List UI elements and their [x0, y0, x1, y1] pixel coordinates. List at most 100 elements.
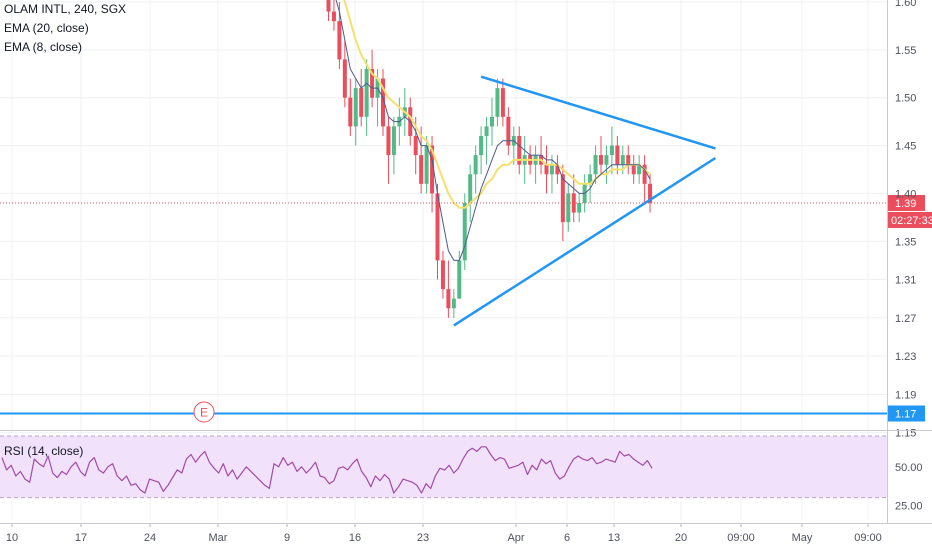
time-axis-label: 6 — [564, 532, 570, 544]
candle-body — [457, 260, 462, 299]
candle-body — [588, 174, 593, 184]
price-axis-label: 1.31 — [895, 275, 916, 287]
candle-body — [495, 88, 500, 117]
candle-body — [468, 174, 473, 203]
candle-body — [446, 289, 451, 309]
candle-body — [620, 155, 625, 165]
price-legend: OLAM INTL, 240, SGX EMA (20, close) EMA … — [4, 0, 126, 57]
candle-body — [359, 88, 364, 117]
earnings-marker-circle[interactable] — [193, 401, 215, 423]
ema-group — [335, 0, 651, 261]
time-axis-label: 09:00 — [854, 532, 882, 544]
rsi-line — [1, 446, 653, 494]
price-axis-label: 1.23 — [895, 351, 916, 363]
price-axis-label: 1.19 — [895, 389, 916, 401]
candle-body — [484, 126, 489, 136]
candle-body — [609, 145, 614, 156]
symbol-title[interactable]: OLAM INTL, 240, SGX — [4, 2, 127, 16]
rsi-panel — [0, 435, 887, 499]
candle-body — [381, 78, 385, 127]
candle-body — [342, 59, 347, 98]
candle-body — [419, 155, 424, 184]
countdown-label: 02:27:33 — [891, 215, 932, 227]
resistance-trendline[interactable] — [480, 75, 716, 150]
countdown-badge — [888, 211, 932, 228]
time-axis-label: 13 — [608, 532, 620, 544]
time-axis-label: Mar — [209, 532, 228, 544]
time-axis-label: 16 — [349, 532, 361, 544]
candle-body — [626, 155, 631, 165]
candle-body — [413, 135, 418, 156]
earnings-marker-label: E — [200, 406, 208, 420]
time-axis-label: 10 — [6, 532, 18, 544]
time-axis-label: 23 — [417, 532, 429, 544]
horizontal-level-group[interactable]: 1.17 — [0, 405, 925, 422]
candle-body — [593, 155, 598, 175]
candle-body — [451, 298, 456, 309]
candle-body — [555, 164, 560, 175]
last-price-label: 1.39 — [895, 198, 916, 210]
candle-body — [637, 164, 642, 175]
candle-body — [331, 11, 336, 22]
price-axis-label: 1.27 — [895, 313, 916, 325]
candle-body — [544, 164, 549, 175]
price-axis-label: 1.15 — [895, 428, 916, 440]
candle-body — [490, 116, 494, 127]
rsi-axis-label: 25.00 — [895, 500, 923, 512]
price-axis-label: 1.40 — [895, 188, 916, 200]
candle-body — [566, 193, 571, 223]
time-axis-label: 09:00 — [727, 532, 755, 544]
candle-body — [604, 155, 609, 165]
time-axis-label: 24 — [144, 532, 156, 544]
candle-body — [599, 155, 603, 165]
candle-body — [500, 88, 505, 117]
last-price-group: 1.39 02:27:33 — [0, 194, 932, 228]
last-price-badge — [888, 194, 925, 211]
time-axis-label: Apr — [507, 532, 524, 544]
candle-body — [430, 145, 435, 194]
price-axis-label: 1.60 — [895, 0, 916, 9]
candles-group — [326, 0, 653, 318]
horizontal-level-badge — [888, 405, 925, 422]
price-axis-label: 1.45 — [895, 141, 916, 153]
candle-body — [473, 155, 478, 175]
earnings-marker-group[interactable]: E — [193, 401, 215, 423]
ema8-legend[interactable]: EMA (8, close) — [4, 40, 83, 54]
rsi-legend[interactable]: RSI (14, close) — [4, 444, 84, 458]
rsi-axis-label: 50.00 — [895, 462, 923, 474]
time-axis-label: May — [792, 532, 813, 544]
ema8-line — [335, 0, 651, 261]
rsi-band — [0, 436, 887, 498]
candle-body — [560, 174, 565, 223]
ema20-legend[interactable]: EMA (20, close) — [4, 21, 89, 35]
candle-body — [348, 97, 353, 127]
candle-body — [386, 126, 391, 156]
candle-body — [615, 145, 620, 165]
candle-body — [577, 202, 582, 213]
candle-body — [337, 21, 342, 60]
candle-body — [631, 164, 636, 175]
candle-body — [648, 183, 653, 203]
candle-body — [391, 126, 396, 156]
candle-body — [370, 68, 375, 98]
time-axis-label: 20 — [675, 532, 687, 544]
ema20-line — [343, 0, 651, 209]
candle-body — [440, 260, 445, 290]
candle-body — [424, 145, 429, 184]
price-axis-label: 1.50 — [895, 93, 916, 105]
candle-body — [435, 193, 440, 261]
candle-body — [353, 88, 358, 127]
horizontal-level-label: 1.17 — [895, 409, 916, 421]
time-axis-label: 17 — [75, 532, 87, 544]
grid — [0, 0, 887, 520]
trendlines-group[interactable] — [453, 75, 717, 327]
candle-body — [517, 135, 522, 165]
support-trendline[interactable] — [453, 156, 717, 327]
time-axis-label: 9 — [284, 532, 290, 544]
candle-body — [549, 164, 554, 175]
candle-body — [479, 135, 484, 156]
candle-body — [364, 68, 369, 117]
candle-body — [326, 0, 331, 12]
